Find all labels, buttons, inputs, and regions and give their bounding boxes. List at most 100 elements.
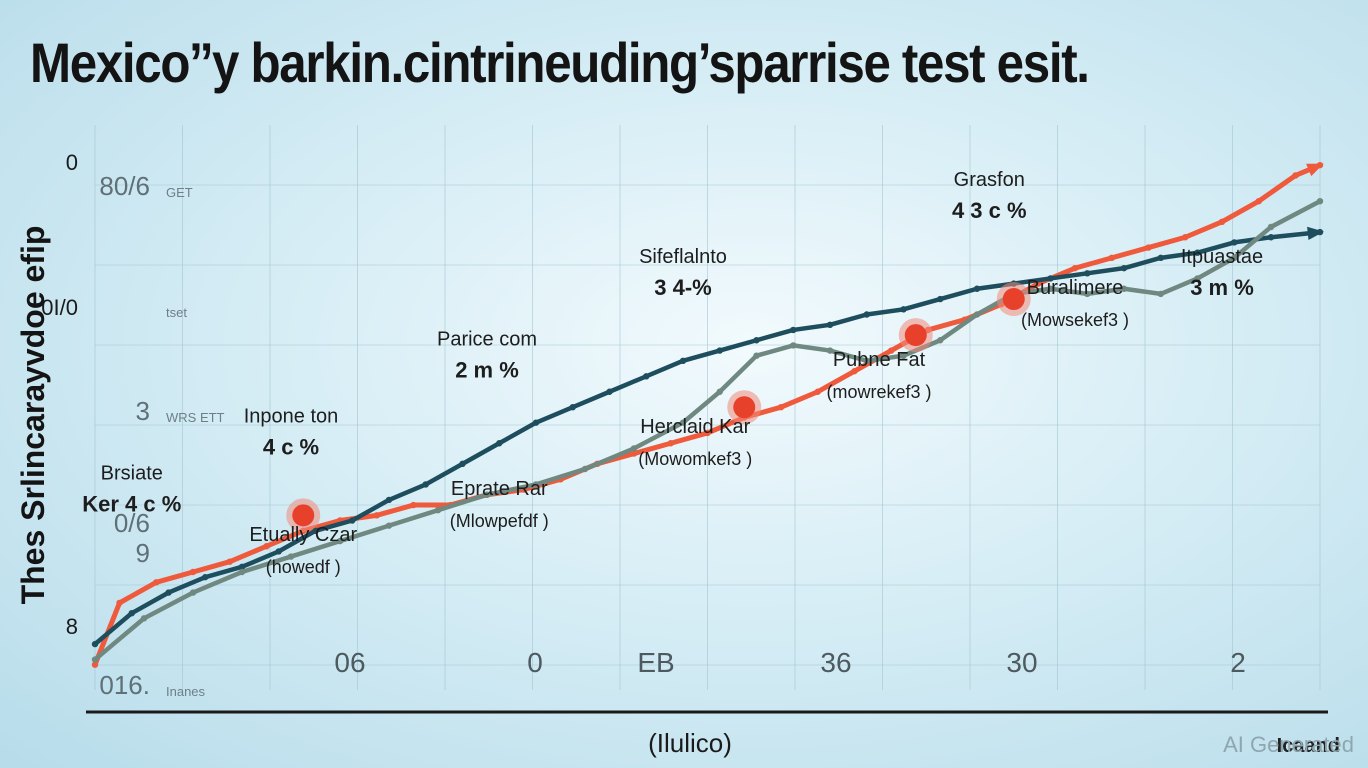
series-point (704, 429, 711, 437)
annotation-title: Parice com (437, 328, 537, 350)
highlight-point (733, 396, 756, 419)
series-point (1071, 264, 1079, 272)
highlight-point (904, 324, 927, 347)
series-point (1157, 290, 1164, 298)
series-point (349, 517, 356, 524)
series-point (1316, 198, 1324, 205)
annotation-value: (mowrekef3 ) (826, 382, 931, 402)
y-axis-label: Thes Srlincarayvdoe efip (15, 226, 51, 605)
series-point (153, 579, 160, 586)
y-tick-sublabel: GET (166, 185, 193, 200)
x-axis-ticks: 06 0 EB 36 30 2 (334, 647, 1245, 678)
series-point (373, 512, 380, 519)
series-point (581, 465, 589, 473)
series-point (165, 589, 172, 596)
series-point (1084, 270, 1091, 277)
annotation-value: (Mlowpefdf ) (450, 511, 549, 531)
y-axis-ticks: 0 80/6 GET 0I/0 tset 3 WRS ETT 0/69 8 016. Inanes (41, 150, 224, 700)
series-point (483, 491, 491, 498)
series-point (91, 661, 99, 668)
annotation-title: Herclaid Kar (640, 416, 750, 438)
annotation-value: (Mowomkef3 ) (638, 449, 752, 469)
x-tick-label: 30 (1006, 647, 1037, 678)
y-tick-sublabel: WRS ETT (166, 410, 225, 425)
series-point (900, 352, 907, 359)
series-point (287, 553, 295, 560)
chart-title: Mexico’’y barkin.cintrineuding’sparrise … (30, 31, 1090, 94)
highlight-point (1002, 288, 1025, 311)
annotation-title: Brsiate (101, 462, 163, 484)
series-point (826, 321, 834, 328)
series-lines (91, 161, 1324, 668)
x-tick-label: 2 (1230, 647, 1246, 678)
annotation-value: (Mowsekef3 ) (1021, 310, 1129, 330)
x-tick-label: 36 (820, 647, 851, 678)
series-point (202, 573, 209, 581)
series-point (863, 311, 870, 318)
series-line (92, 229, 1323, 647)
series-point (606, 388, 613, 395)
series-point (1292, 172, 1299, 179)
series-point (275, 548, 282, 555)
series-point (1157, 254, 1164, 262)
series-point (189, 568, 197, 576)
grid-lines (94, 125, 1321, 690)
annotation-value: 4 3 c % (952, 198, 1027, 223)
series-point (385, 496, 393, 504)
annotation-title: Pubne Fat (833, 349, 926, 371)
series-point (1194, 249, 1201, 256)
annotation-title: Grasfon (954, 169, 1025, 191)
y-tick-sublabel: tset (166, 305, 187, 320)
series-point (679, 419, 687, 426)
series-point (716, 388, 723, 395)
series-point (410, 501, 417, 509)
series-point (189, 589, 197, 596)
series-point (1047, 275, 1054, 282)
series-point (888, 347, 895, 354)
annotation-value: 3 m % (1190, 275, 1254, 300)
legend-label: Icaand (1277, 735, 1340, 757)
series-point (937, 337, 944, 344)
highlight-points (286, 282, 1031, 533)
annotations: Brsiate Ker 4 c % Inpone ton 4 c % Etually C… (82, 169, 1263, 577)
series-point (140, 615, 148, 622)
x-tick-label: 0 (527, 647, 543, 678)
series-point (91, 656, 99, 663)
annotation-value: 2 m % (455, 357, 519, 382)
series-point (1255, 198, 1262, 205)
series-point (459, 460, 466, 468)
series-point (900, 306, 907, 313)
y-tick-label: 3 (136, 396, 150, 426)
series-point (851, 367, 858, 375)
series-point (1084, 290, 1091, 298)
series-point (937, 295, 944, 303)
series-point (91, 640, 99, 648)
series-arrowhead (1307, 226, 1324, 241)
series-point (238, 563, 246, 571)
series-point (385, 522, 393, 529)
series-point (826, 347, 834, 354)
annotation-value: 4 c % (263, 435, 319, 460)
series-point (422, 481, 429, 488)
series-point (1047, 285, 1054, 292)
annotation-value: Ker 4 c % (82, 491, 181, 516)
series-point (532, 481, 540, 488)
y-tick-label: 8 (66, 614, 78, 639)
series-point (532, 419, 540, 426)
annotation-value: 3 4-% (654, 275, 711, 300)
series-point (679, 357, 687, 365)
series-point (496, 440, 503, 447)
series-point (226, 558, 233, 565)
series-point (777, 404, 785, 411)
annotation-title: Itpuastae (1181, 246, 1263, 268)
series-point (434, 507, 442, 514)
series-point (790, 326, 797, 334)
series-point (1120, 264, 1128, 272)
series-point (1231, 254, 1238, 262)
y-tick-label: 9 (136, 538, 150, 568)
series-point (263, 543, 270, 550)
x-tick-label: EB (637, 647, 674, 678)
series-point (1267, 234, 1275, 241)
watermark: AI Generated (1223, 732, 1354, 757)
annotation-title: Inpone ton (244, 406, 339, 428)
